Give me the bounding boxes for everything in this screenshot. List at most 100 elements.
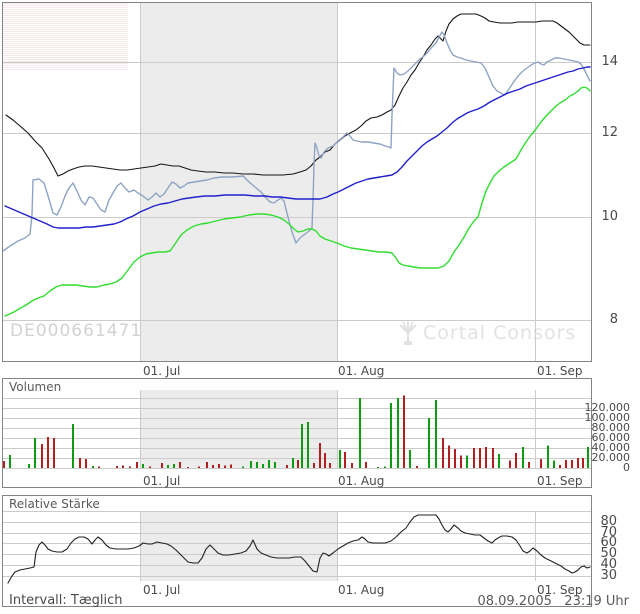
volume-bar-down: [116, 466, 118, 468]
brand-watermark-text: Cortal Consors: [423, 322, 577, 344]
price-plot: [2, 3, 591, 361]
volume-bar-up: [547, 445, 549, 468]
volume-bar-up: [262, 464, 264, 468]
volume-bar-up: [72, 424, 74, 468]
benchmark-series-steelblue: [2, 31, 591, 252]
volume-x-tick-label: 01. Jul: [143, 474, 181, 488]
volume-bar-down: [212, 465, 214, 468]
volume-bar-up: [307, 422, 309, 468]
volume-bar-down: [297, 460, 299, 468]
volume-bar-down: [416, 466, 418, 468]
interval-label: Intervall: Tæglich: [9, 593, 123, 608]
volume-x-tick-label: 01. Sep: [537, 474, 583, 488]
volume-bar-down: [571, 460, 573, 468]
volume-bar-up: [250, 461, 252, 468]
volume-bar-down: [206, 462, 208, 468]
relative-strength-y-tick-label: 60: [600, 535, 617, 550]
volume-bar-up: [587, 447, 589, 468]
volume-y-tick-label: 60.000: [591, 431, 631, 444]
volume-bar-up: [428, 418, 430, 468]
volume-y-tick-label: 100.000: [584, 411, 631, 424]
volume-bar-down: [509, 460, 511, 468]
volume-bar-down: [442, 438, 444, 468]
volume-bar-up: [397, 398, 399, 468]
relative-strength-y-tick-label: 30: [600, 568, 617, 583]
volume-bar-down: [179, 462, 181, 468]
volume-bar-up: [553, 460, 555, 468]
volume-bar-down: [329, 463, 331, 468]
volume-bar-down: [98, 466, 100, 468]
volume-bar-up: [34, 438, 36, 468]
relative-strength-title: Relative Stärke: [9, 497, 100, 511]
highlight-region: [3, 3, 128, 71]
volume-bar-up: [301, 424, 303, 468]
relative-strength-y-tick-label: 70: [600, 525, 617, 540]
volume-bar-down: [41, 444, 43, 468]
volume-bar-down: [485, 447, 487, 468]
price-y-tick-label: 8: [609, 312, 618, 327]
price-y-tick-label: 14: [601, 54, 618, 69]
volume-bar-down: [454, 449, 456, 468]
volume-bar-down: [85, 459, 87, 468]
volume-bar-down: [324, 453, 326, 468]
volume-bar-up: [435, 400, 437, 468]
relative-strength-y-tick-label: 40: [600, 557, 617, 572]
volume-bar-up: [498, 454, 500, 468]
volume-bar-down: [528, 462, 530, 468]
price-y-tick-label: 12: [601, 125, 618, 140]
volume-bar-up: [242, 466, 244, 468]
price-x-tick-label: 01. Sep: [537, 364, 583, 378]
brand-tree-icon: [399, 321, 417, 345]
volume-bar-down: [559, 465, 561, 468]
volume-bar-down: [149, 466, 151, 468]
volume-y-tick-label: 120.000: [584, 401, 631, 414]
price-x-tick-label: 01. Jul: [143, 364, 181, 378]
volume-bar-down: [230, 464, 232, 468]
volume-bar-down: [313, 463, 315, 468]
volume-bar-down: [3, 461, 5, 468]
volume-bar-down: [79, 458, 81, 468]
volume-y-tick-label: 0: [623, 461, 630, 474]
volume-x-tick-label: 01. Aug: [338, 474, 385, 488]
volume-bar-up: [409, 450, 411, 468]
price-series-black: [5, 13, 591, 177]
month-shading-band: [140, 511, 337, 581]
datetime-label: 08.09.2005 23:19 Uhr: [477, 594, 629, 609]
price-x-tick-label: 01. Aug: [338, 364, 385, 378]
volume-bar-down: [286, 465, 288, 468]
volume-plot: [3, 390, 591, 469]
volume-bar-up: [173, 464, 175, 468]
volume-bar-down: [403, 395, 405, 468]
volume-bar-down: [448, 445, 450, 468]
volume-bar-up: [142, 464, 144, 468]
relative-strength-x-tick-label: 01. Sep: [537, 583, 583, 597]
volume-bar-down: [129, 466, 131, 468]
volume-bar-up: [359, 398, 361, 468]
volume-bar-down: [515, 453, 517, 468]
volume-bar-down: [122, 465, 124, 468]
volume-y-tick-label: 40.000: [591, 441, 631, 454]
relative-strength-plot: [3, 511, 591, 584]
volume-bar-up: [292, 458, 294, 468]
volume-bar-up: [9, 455, 11, 468]
month-shading-band: [140, 3, 337, 361]
volume-y-tick-label: 80.000: [591, 421, 631, 434]
relative-strength-y-tick-label: 50: [600, 546, 617, 561]
isin-watermark: DE0006614712: [10, 321, 154, 341]
volume-bar-down: [161, 463, 163, 468]
volume-bar-up: [92, 466, 94, 468]
volume-bar-up: [377, 467, 379, 468]
relative-strength-x-tick-label: 01. Aug: [338, 583, 385, 597]
relative-strength-x-tick-label: 01. Jul: [143, 583, 181, 597]
volume-bar-up: [167, 465, 169, 468]
brand-watermark: Cortal Consors: [397, 321, 576, 345]
volume-bar-down: [47, 437, 49, 468]
volume-bar-down: [351, 463, 353, 468]
relative-strength-y-tick-label: 80: [600, 514, 617, 529]
volume-bar-up: [390, 403, 392, 468]
lower-line-series-green: [4, 86, 591, 317]
volume-bar-up: [384, 466, 386, 468]
volume-bar-up: [466, 455, 468, 468]
